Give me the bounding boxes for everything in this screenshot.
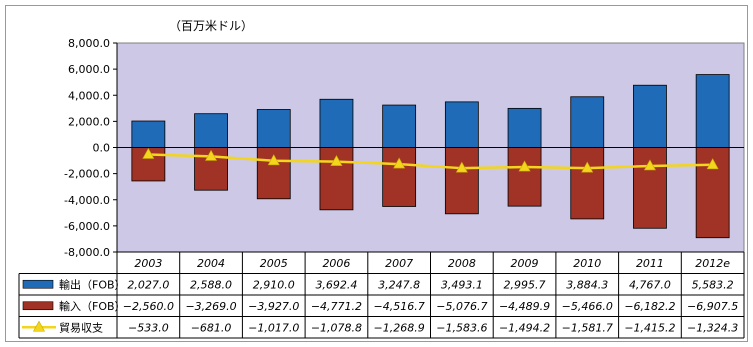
- series-name: 輸入（FOB）: [59, 299, 126, 313]
- table-cell: −1,324.3: [687, 321, 738, 334]
- x-category-label: 2011: [636, 257, 664, 270]
- trade-balance-point: [142, 147, 155, 159]
- legend-marker: [32, 320, 46, 332]
- table-cell: 3,493.1: [441, 278, 483, 291]
- table-cell: −5,076.7: [436, 300, 487, 313]
- table-cell: −3,269.0: [185, 300, 236, 313]
- table-cell: −4,516.7: [374, 300, 425, 313]
- x-category-label: 2009: [511, 257, 539, 270]
- table-cell: 2,995.7: [504, 278, 546, 291]
- table-cell: −4,771.2: [311, 300, 362, 313]
- y-tick-label: -6,000.0: [64, 220, 110, 233]
- x-category-label: 2005: [260, 257, 288, 270]
- table-cell: −2,560.0: [123, 300, 174, 313]
- table-cell: −1,583.6: [436, 321, 487, 334]
- bar-import: [507, 147, 542, 207]
- table-cell: 2,027.0: [127, 278, 169, 291]
- y-tick-label: 0.0: [93, 142, 111, 155]
- y-tick-label: 6,000.0: [68, 63, 110, 76]
- trade-balance-point: [643, 159, 656, 171]
- table-cell: −1,415.2: [624, 321, 675, 334]
- table-line: [116, 273, 118, 338]
- y-tick-label: -2,000.0: [64, 168, 110, 181]
- trade-balance-point: [267, 154, 280, 166]
- bar-import: [444, 147, 479, 215]
- y-tick-label: 2,000.0: [68, 115, 110, 128]
- bar-export: [444, 101, 479, 148]
- y-tick-label: -4,000.0: [64, 194, 110, 207]
- bar-export: [695, 74, 730, 148]
- x-category-label: 2004: [197, 257, 225, 270]
- table-cell: 3,884.3: [566, 278, 608, 291]
- table-cell: 3,247.8: [378, 278, 420, 291]
- table-cell: −3,927.0: [248, 300, 299, 313]
- legend-swatch: [22, 301, 54, 311]
- x-category-label: 2012e: [695, 257, 730, 270]
- bar-export: [256, 109, 291, 148]
- bar-import: [382, 147, 417, 207]
- bar-export: [194, 113, 228, 148]
- bar-export: [319, 98, 354, 148]
- legend-swatch: [22, 279, 54, 289]
- table-cell: −5,466.0: [562, 300, 613, 313]
- trade-balance-point: [518, 160, 531, 172]
- x-category-label: 2010: [573, 257, 601, 270]
- trade-balance-point: [581, 161, 594, 173]
- table-cell: −1,078.8: [311, 321, 362, 334]
- table-cell: −6,182.2: [624, 300, 675, 313]
- chart-frame: （百万米ドル） -8,000.0 -6,000.0 -4,000.0 -2,000.0…: [5, 5, 748, 342]
- series-name: 輸出（FOB）: [59, 277, 126, 291]
- bar-import: [570, 147, 605, 220]
- table-cell: −1,581.7: [562, 321, 613, 334]
- table-cell: −6,907.5: [687, 300, 738, 313]
- y-tick-label: 4,000.0: [68, 89, 110, 102]
- trade-balance-point: [330, 154, 343, 166]
- table-cell: −533.0: [128, 321, 169, 334]
- table-cell: −681.0: [191, 321, 232, 334]
- x-category-label: 2003: [134, 257, 162, 270]
- table-cell: −1,268.9: [374, 321, 425, 334]
- table-cell: 4,767.0: [629, 278, 671, 291]
- table-cell: 3,692.4: [315, 278, 357, 291]
- bar-export: [633, 84, 667, 148]
- series-name: 貿易収支: [59, 321, 103, 334]
- bar-export: [570, 96, 605, 148]
- table-cell: 5,583.2: [692, 278, 734, 291]
- bar-export: [131, 120, 166, 148]
- table-cell: −1,017.0: [248, 321, 299, 334]
- trade-balance-line: [148, 153, 713, 170]
- trade-balance-point: [455, 161, 468, 173]
- unit-label: （百万米ドル）: [169, 19, 253, 33]
- table-cell: 2,910.0: [253, 278, 295, 291]
- bar-export: [382, 104, 417, 148]
- trade-balance-point: [706, 158, 719, 170]
- trade-balance-point: [205, 149, 218, 161]
- table-cell: 2,588.0: [190, 278, 232, 291]
- bar-import: [194, 147, 228, 191]
- x-category-label: 2006: [322, 257, 350, 270]
- x-category-label: 2007: [385, 257, 413, 270]
- table-cell: −1,494.2: [499, 321, 550, 334]
- x-category-label: 2008: [448, 257, 476, 270]
- chart-svg: （百万米ドル） -8,000.0 -6,000.0 -4,000.0 -2,000.0…: [18, 19, 745, 339]
- table-cell: −4,489.9: [499, 300, 550, 313]
- trade-balance-point: [393, 157, 406, 169]
- y-tick-label: 8,000.0: [68, 37, 110, 50]
- bar-export: [507, 107, 542, 148]
- y-tick-label: -8,000.0: [64, 246, 110, 259]
